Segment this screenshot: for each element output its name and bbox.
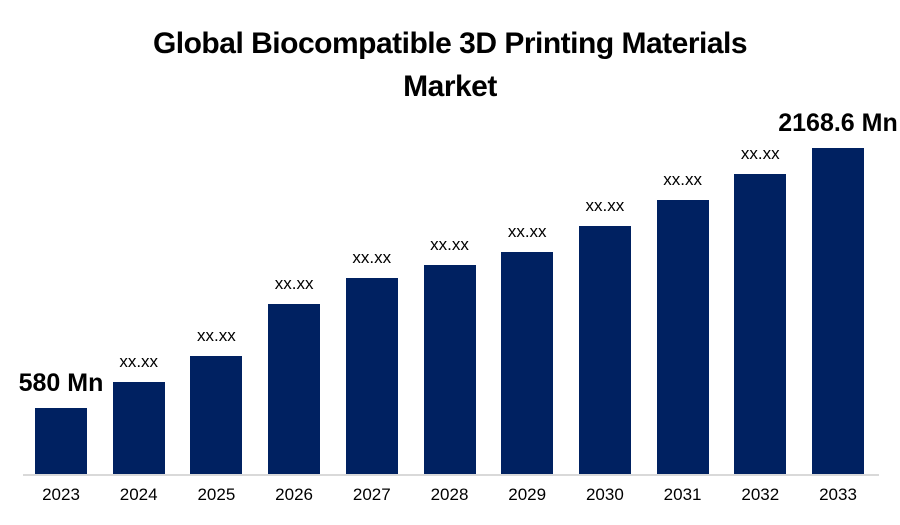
- bar-value-label-2032: xx.xx: [740, 144, 780, 163]
- bar-2029: [501, 252, 554, 474]
- bar-value-label-2031: xx.xx: [663, 170, 702, 189]
- chart-title: Global Biocompatible 3D Printing Materia…: [0, 22, 900, 108]
- chart-title-line2: Market: [403, 70, 497, 103]
- bar-value-label-2027: xx.xx: [352, 248, 392, 267]
- x-axis-label-2028: 2028: [430, 485, 469, 504]
- bar-2028: [423, 265, 476, 474]
- bar-value-label-2025: xx.xx: [197, 326, 236, 345]
- x-axis-label-2029: 2029: [508, 485, 547, 504]
- bar-2024: [112, 382, 165, 474]
- bar-value-label-2026: xx.xx: [274, 274, 314, 293]
- bar-value-label-2033: 2168.6 Mn: [778, 109, 898, 137]
- x-axis-label-2032: 2032: [741, 485, 780, 504]
- bar-value-label-2024: xx.xx: [119, 352, 159, 371]
- bar-2031: [656, 200, 709, 474]
- bar-value-label-2030: xx.xx: [585, 196, 625, 215]
- x-axis-label-2025: 2025: [197, 485, 236, 504]
- x-axis-label-2031: 2031: [663, 485, 702, 504]
- bar-2026: [268, 304, 321, 474]
- bar-2030: [578, 226, 631, 474]
- x-axis-label-2033: 2033: [819, 485, 857, 504]
- bar-value-label-2028: xx.xx: [430, 235, 469, 254]
- bar-value-label-2029: xx.xx: [507, 222, 547, 241]
- x-axis-label-2026: 2026: [275, 485, 314, 504]
- x-axis-label-2024: 2024: [119, 485, 158, 504]
- x-axis-label-2023: 2023: [42, 485, 80, 504]
- chart-title-line1: Global Biocompatible 3D Printing Materia…: [152, 27, 748, 60]
- bar-2023: [35, 408, 87, 474]
- bar-2033: [812, 148, 864, 474]
- x-axis-label-2030: 2030: [585, 485, 624, 504]
- x-axis-label-2027: 2027: [352, 485, 391, 504]
- bar-2025: [190, 356, 243, 474]
- bar-2027: [345, 278, 398, 474]
- bar-2032: [734, 174, 787, 474]
- bar-value-label-2023: 580 Mn: [18, 369, 104, 397]
- x-axis-line: [23, 474, 879, 476]
